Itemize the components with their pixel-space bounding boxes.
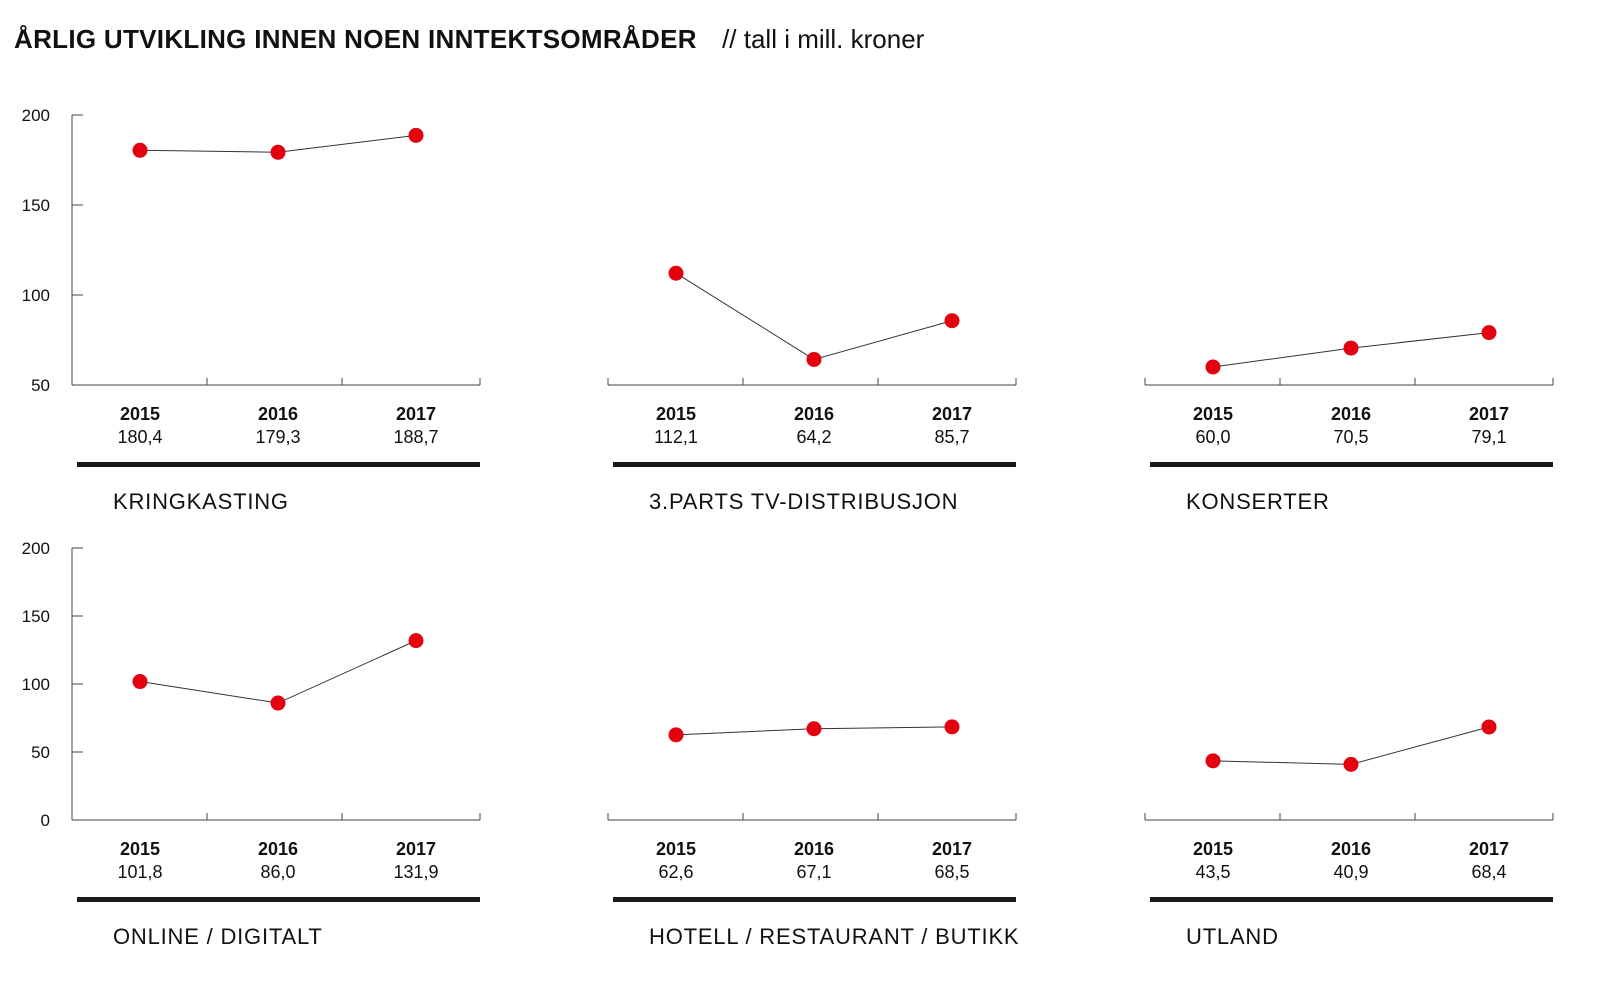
data-point — [408, 633, 424, 649]
x-tick-label: 2015 — [656, 404, 696, 424]
data-label: 188,7 — [393, 427, 438, 447]
data-label: 85,7 — [934, 427, 969, 447]
chart-title: ÅRLIG UTVIKLING INNEN NOEN INNTEKTSOMRÅD… — [14, 24, 697, 54]
data-label: 68,5 — [934, 862, 969, 882]
data-point — [270, 144, 286, 160]
panel-title: KONSERTER — [1186, 489, 1330, 514]
data-label: 67,1 — [796, 862, 831, 882]
x-tick-label: 2017 — [396, 404, 436, 424]
x-tick-label: 2015 — [1193, 404, 1233, 424]
data-label: 43,5 — [1195, 862, 1230, 882]
data-label: 79,1 — [1471, 427, 1506, 447]
x-tick-label: 2017 — [932, 404, 972, 424]
data-point — [1343, 756, 1359, 772]
series-line — [675, 272, 953, 360]
data-point — [806, 721, 822, 737]
panel-title: 3.PARTS TV-DISTRIBUSJON — [649, 489, 958, 514]
data-point — [944, 313, 960, 329]
data-label: 70,5 — [1333, 427, 1368, 447]
data-point — [408, 127, 424, 143]
data-label: 180,4 — [117, 427, 162, 447]
data-point — [1205, 753, 1221, 769]
x-tick-label: 2017 — [396, 839, 436, 859]
chart-subtitle: // tall i mill. kroner — [722, 24, 925, 54]
x-tick-label: 2015 — [120, 839, 160, 859]
x-tick-label: 2016 — [258, 839, 298, 859]
panel-title: ONLINE / DIGITALT — [113, 924, 323, 949]
panel-rule — [1150, 897, 1553, 902]
x-tick-label: 2016 — [258, 404, 298, 424]
x-tick-label: 2015 — [656, 839, 696, 859]
data-label: 60,0 — [1195, 427, 1230, 447]
x-tick-label: 2016 — [794, 839, 834, 859]
data-label: 62,6 — [658, 862, 693, 882]
page-title: ÅRLIG UTVIKLING INNEN NOEN INNTEKTSOMRÅD… — [14, 24, 924, 55]
data-point — [132, 674, 148, 690]
y-tick-label: 200 — [22, 539, 50, 558]
y-tick-label: 50 — [31, 743, 50, 762]
data-point — [1481, 325, 1497, 341]
data-point — [668, 727, 684, 743]
data-point — [944, 719, 960, 735]
panel-title: UTLAND — [1186, 924, 1279, 949]
x-tick-label: 2017 — [1469, 404, 1509, 424]
x-tick-label: 2017 — [1469, 839, 1509, 859]
panel-rule — [613, 897, 1016, 902]
y-tick-label: 0 — [41, 811, 50, 830]
y-tick-label: 100 — [22, 286, 50, 305]
y-tick-label: 200 — [22, 106, 50, 125]
x-tick-label: 2015 — [120, 404, 160, 424]
data-label: 131,9 — [393, 862, 438, 882]
data-point — [270, 695, 286, 711]
data-point — [1205, 359, 1221, 375]
chart-panel: 2015 43,5 2016 40,9 2017 68,4 UTLAND — [1144, 719, 1554, 949]
y-tick-label: 50 — [31, 376, 50, 395]
x-tick-label: 2016 — [1331, 839, 1371, 859]
y-tick-label: 100 — [22, 675, 50, 694]
panel-rule — [77, 897, 480, 902]
panel-rule — [1150, 462, 1553, 467]
x-tick-label: 2016 — [794, 404, 834, 424]
data-label: 68,4 — [1471, 862, 1506, 882]
panel-title: KRINGKASTING — [113, 489, 289, 514]
data-label: 40,9 — [1333, 862, 1368, 882]
data-label: 64,2 — [796, 427, 831, 447]
data-point — [806, 351, 822, 367]
panel-rule — [613, 462, 1016, 467]
chart-panel: 2015 60,0 2016 70,5 2017 79,1 KONSERTER — [1144, 325, 1554, 514]
data-label: 179,3 — [255, 427, 300, 447]
data-label: 86,0 — [260, 862, 295, 882]
x-tick-label: 2017 — [932, 839, 972, 859]
panel-title: HOTELL / RESTAURANT / BUTIKK — [649, 924, 1019, 949]
chart-panel: 2015 112,1 2016 64,2 2017 85,7 3.PARTS TV-DIST… — [607, 265, 1017, 514]
data-point — [668, 265, 684, 281]
chart-panel: 200 150 100 50 0 2015 101,8 2016 86,0 2017 131,9 ON… — [22, 539, 481, 949]
data-point — [1343, 340, 1359, 356]
y-tick-label: 150 — [22, 196, 50, 215]
x-tick-label: 2015 — [1193, 839, 1233, 859]
chart-panel: 200 150 100 50 2015 180,4 2016 179,3 2017 188,7 KR… — [22, 106, 481, 514]
panel-rule — [77, 462, 480, 467]
chart-panel: 2015 62,6 2016 67,1 2017 68,5 HOTELL / RESTAUR… — [607, 719, 1019, 949]
data-point — [1481, 719, 1497, 735]
x-tick-label: 2016 — [1331, 404, 1371, 424]
data-label: 112,1 — [654, 427, 698, 447]
y-tick-label: 150 — [22, 607, 50, 626]
series-line — [139, 640, 417, 704]
data-label: 101,8 — [117, 862, 162, 882]
data-point — [132, 142, 148, 158]
